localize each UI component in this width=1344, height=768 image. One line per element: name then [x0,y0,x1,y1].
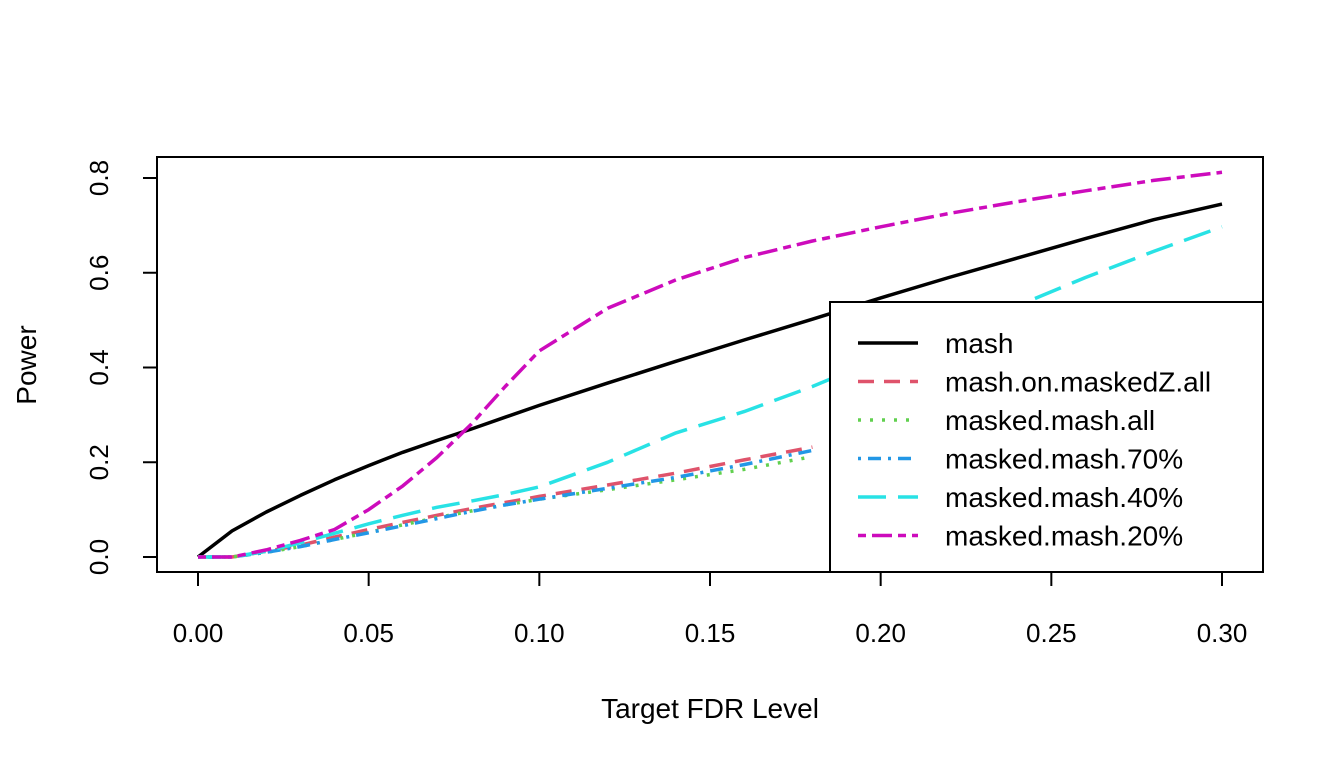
x-axis-title: Target FDR Level [601,693,819,724]
y-tick-label: 0.4 [84,349,114,385]
legend-label-0: mash [945,328,1013,359]
series-line-3 [198,448,813,559]
legend-label-4: masked.mash.40% [945,482,1183,513]
x-tick-label: 0.20 [855,618,906,648]
legend-label-1: mash.on.maskedZ.all [945,367,1211,398]
x-tick-label: 0.25 [1026,618,1077,648]
legend-label-3: masked.mash.70% [945,444,1183,475]
legend: mash mash.on.maskedZ.all masked.mash.all ma… [829,301,1264,573]
y-axis: 0.0 0.2 0.4 0.6 0.8 [84,160,158,575]
x-tick-label: 0.30 [1197,618,1248,648]
series-line-5 [198,170,1223,559]
y-tick-label: 0.2 [84,444,114,480]
x-tick-label: 0.00 [173,618,224,648]
y-tick-label: 0.6 [84,255,114,291]
x-tick-label: 0.10 [514,618,565,648]
legend-label-5: masked.mash.20% [945,521,1183,552]
legend-label-2: masked.mash.all [945,405,1155,436]
y-tick-label: 0.0 [84,539,114,575]
x-tick-label: 0.15 [685,618,736,648]
y-axis-title: Power [11,325,42,404]
series-line-0 [196,202,1223,559]
y-tick-label: 0.8 [84,160,114,196]
series-layer [196,170,1223,559]
legend-box [829,301,1264,573]
x-tick-label: 0.05 [343,618,394,648]
